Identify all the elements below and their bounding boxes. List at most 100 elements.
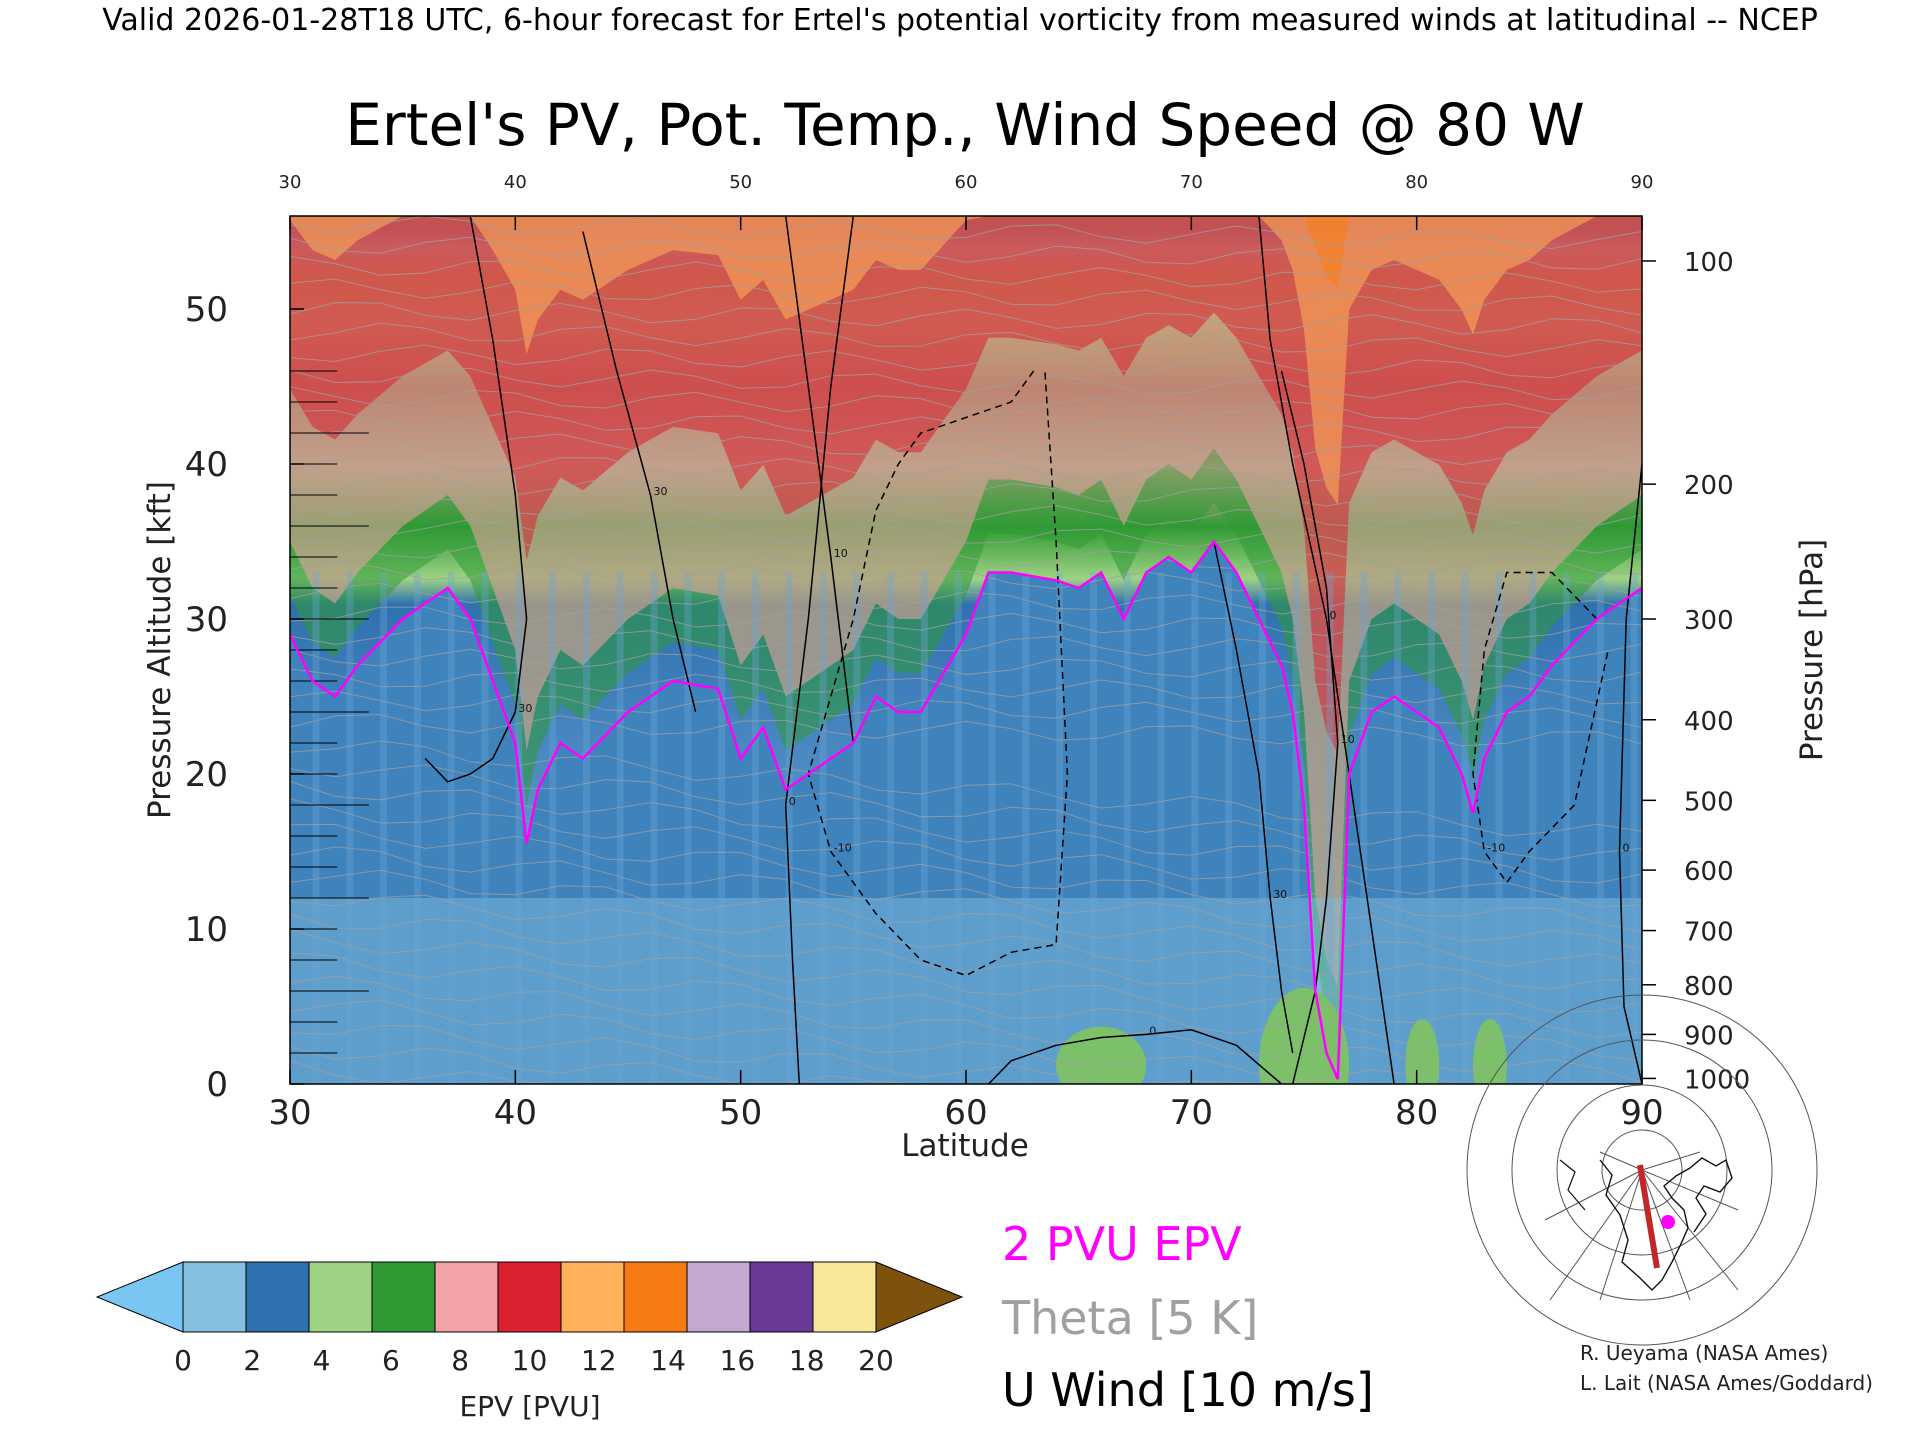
theta-contour-line: [290, 539, 1642, 575]
colorbar-segment: [434, 1261, 499, 1333]
colorbar-tick-label: 10: [512, 1344, 548, 1377]
troposphere-streak: [1022, 572, 1030, 1084]
pressure-tick-label: 700: [1684, 918, 1734, 948]
x-top-tick-label: 30: [279, 172, 302, 193]
colorbar-tick-label: 2: [243, 1344, 261, 1377]
tropopause-2pvu-line: [290, 539, 1642, 1080]
legend-theta: Theta [5 K]: [1001, 1291, 1258, 1345]
chart-title: Ertel's PV, Pot. Temp., Wind Speed @ 80 …: [345, 91, 1585, 159]
inset-map-position-marker: [1661, 1215, 1675, 1229]
colorbar-segment: [749, 1261, 814, 1333]
colorbar-tick-label: 4: [313, 1344, 331, 1377]
colorbar-segment: [497, 1261, 562, 1333]
colorbar-tick-label: 6: [382, 1344, 400, 1377]
troposphere-streak: [582, 572, 590, 1084]
u-wind-contour-label: -10: [834, 842, 852, 855]
theta-contour-line: [290, 668, 1642, 705]
x-tick-label: 60: [944, 1093, 987, 1133]
troposphere-streak: [1258, 572, 1266, 1084]
pressure-tick-label: 200: [1684, 471, 1734, 501]
troposphere-streak: [988, 572, 996, 1084]
theta-contour-line: [290, 386, 1642, 424]
u-wind-contour-label: 0: [1622, 842, 1629, 855]
theta-contour-line: [290, 764, 1642, 861]
u-wind-contour-label: 30: [1273, 888, 1287, 901]
u-wind-contour: [1213, 541, 1294, 1054]
theta-contour-line: [290, 498, 1642, 532]
inset-map-graticule: [1466, 994, 1818, 1346]
u-wind-contour-label: 0: [1149, 1024, 1156, 1037]
x-tick-label: 40: [494, 1093, 537, 1133]
inset-map-coastlines: [1599, 1157, 1733, 1291]
theta-contour-line: [290, 302, 1642, 335]
colorbar-tick-label: 12: [581, 1344, 617, 1377]
troposphere-streak: [684, 572, 692, 1084]
inset-map-cross-section-track: [1637, 1164, 1660, 1269]
right-axis-label: Pressure [hPa]: [1794, 539, 1830, 761]
troposphere-streak: [1123, 572, 1131, 1084]
pressure-tick-label: 500: [1684, 787, 1734, 817]
theta-contour-line: [290, 781, 1642, 884]
theta-contour-line: [290, 928, 1642, 1039]
u-wind-contour: [807, 370, 1069, 977]
u-wind-contour: [1258, 216, 1395, 1084]
x-tick-label: 90: [1620, 1093, 1663, 1133]
troposphere-epv-fill: [290, 541, 1642, 1084]
u-wind-contour: [1472, 571, 1609, 884]
colorbar-segment: [245, 1261, 310, 1333]
theta-contour-line: [290, 255, 1642, 293]
u-wind-contour-label: 30: [654, 485, 668, 498]
y-tick-label: 10: [185, 910, 228, 950]
troposphere-streak: [1157, 572, 1165, 1084]
pressure-tick-label: 300: [1684, 606, 1734, 636]
legend-u-wind: U Wind [10 m/s]: [1002, 1363, 1374, 1417]
theta-contour-line: [290, 582, 1642, 616]
credit-line-1: R. Ueyama (NASA Ames): [1580, 1341, 1828, 1365]
x-top-tick-label: 80: [1405, 172, 1428, 193]
colorbar-segment: [182, 1261, 247, 1333]
theta-contour-line: [290, 344, 1642, 379]
troposphere-streak: [549, 572, 557, 1084]
theta-contour-line: [290, 322, 1642, 358]
colorbar-tick-label: 14: [650, 1344, 686, 1377]
inset-map-coastline-west: [1559, 1159, 1586, 1211]
stratosphere-band-3: [290, 216, 1642, 505]
troposphere-streak: [1089, 572, 1097, 1084]
troposphere-streak: [481, 572, 489, 1084]
troposphere-streak: [1326, 572, 1334, 1084]
troposphere-streak: [1529, 572, 1537, 1084]
u-wind-contour: [424, 216, 528, 783]
colorbar-tick-label: 8: [451, 1344, 469, 1377]
colorbar-over-arrow: [875, 1261, 964, 1333]
troposphere-streak: [954, 572, 962, 1084]
troposphere-streak: [413, 572, 421, 1084]
x-tick-label: 50: [719, 1093, 762, 1133]
theta-contour-line: [290, 430, 1642, 466]
u-wind-contour: [987, 1029, 1282, 1084]
troposphere-streak: [1360, 572, 1368, 1084]
troposphere-streak: [887, 572, 895, 1084]
theta-contour-line: [290, 798, 1642, 908]
troposphere-streak: [380, 572, 388, 1084]
theta-contour-line: [290, 627, 1642, 662]
troposphere-streak: [1394, 572, 1402, 1084]
u-wind-contour: [784, 216, 855, 1084]
colorbar-tick-label: 18: [789, 1344, 825, 1377]
x-top-tick-label: 50: [729, 172, 752, 193]
colorbar-segment: [686, 1261, 751, 1333]
theta-contour-line: [290, 740, 1642, 837]
troposphere-streak: [1191, 572, 1199, 1084]
legend-2pvu: 2 PVU EPV: [1002, 1217, 1242, 1271]
theta-contour-line: [290, 648, 1642, 683]
theta-contour-line: [290, 823, 1642, 933]
u-wind-contour-label: 10: [834, 547, 848, 560]
surface-pv-pocket: [1473, 1018, 1507, 1084]
troposphere-streak: [853, 572, 861, 1084]
boundary-layer-fill: [290, 898, 1642, 1084]
theta-contour-line: [290, 690, 1642, 728]
troposphere-streak: [1495, 572, 1503, 1084]
troposphere-streak: [1461, 572, 1469, 1084]
inset-map: [1466, 994, 1818, 1346]
y-tick-label: 20: [185, 755, 228, 795]
colorbar-tick-label: 0: [174, 1344, 192, 1377]
